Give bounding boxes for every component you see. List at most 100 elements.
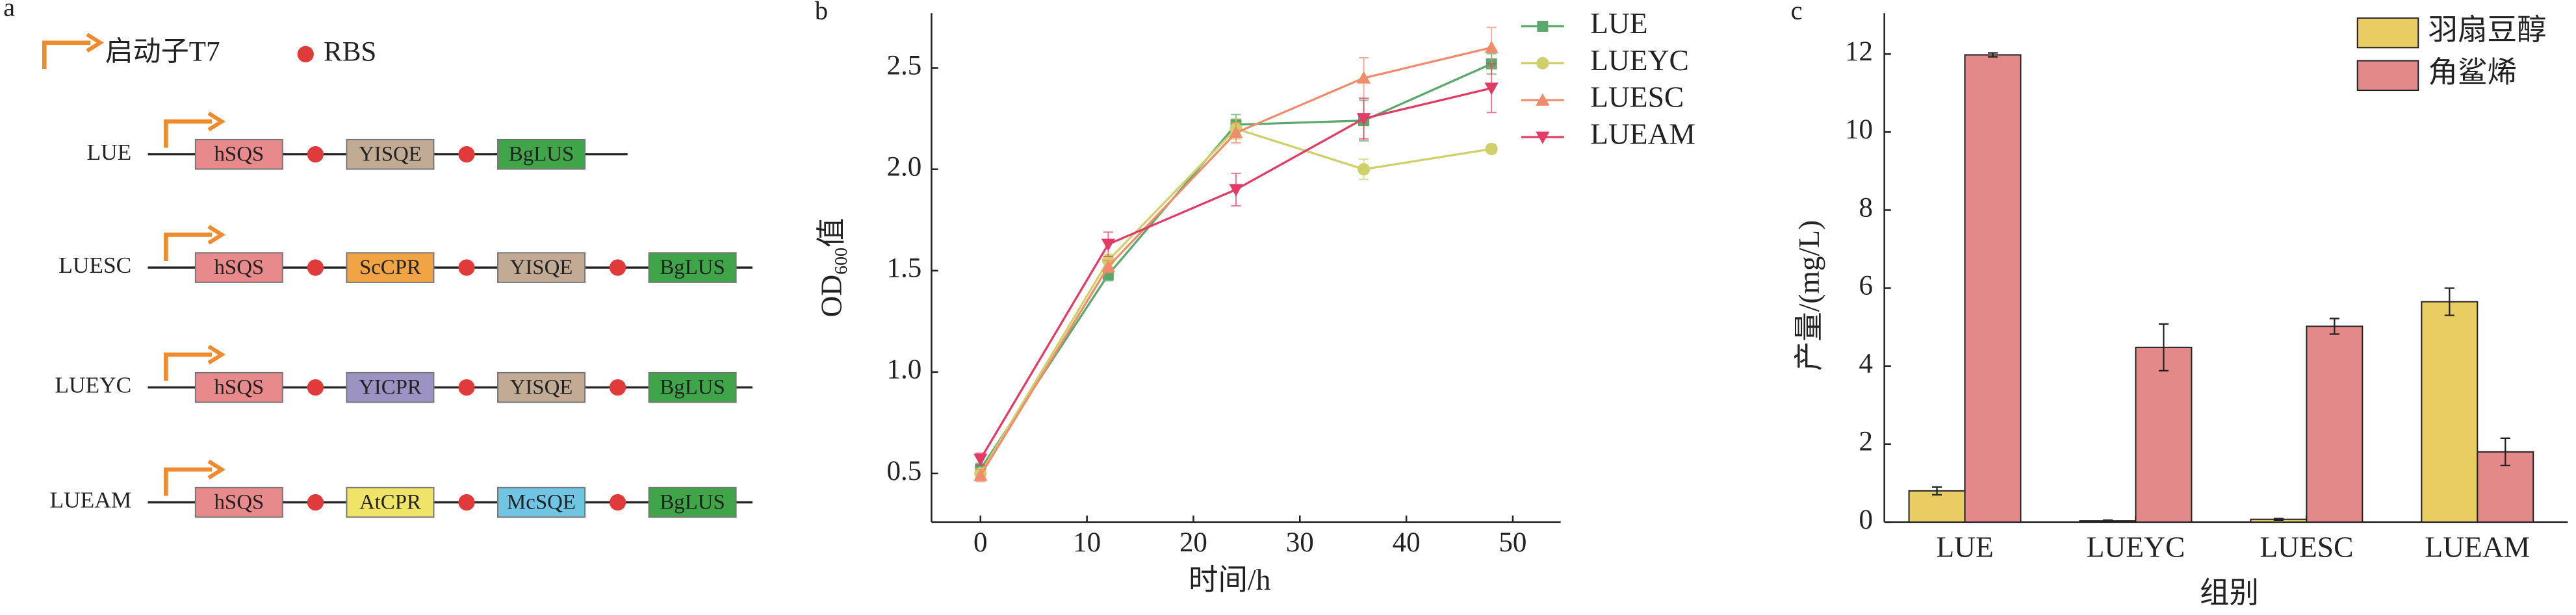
rbs-dot xyxy=(307,145,324,163)
gene-label: hSQS xyxy=(214,376,264,399)
gene-box xyxy=(194,371,283,403)
error-bar xyxy=(1987,52,1998,58)
gene-label: ScCPR xyxy=(359,256,421,279)
bar xyxy=(1964,54,2022,523)
data-point xyxy=(1485,142,1498,155)
bar xyxy=(2135,346,2193,523)
gene-box xyxy=(346,486,435,518)
legend-marker xyxy=(1536,131,1550,144)
promoter-arrow xyxy=(164,119,213,148)
x-tick-label: 10 xyxy=(1073,527,1101,558)
data-point xyxy=(973,468,988,481)
y-tick-label: 2.0 xyxy=(887,151,922,182)
y-axis-label: 产量/(mg/L) xyxy=(1792,220,1825,371)
legend-label: LUESC xyxy=(1590,81,1684,114)
y-tick-label: 8 xyxy=(1859,192,1872,223)
y-tick-label: 2 xyxy=(1859,427,1872,457)
gene-label: YISQE xyxy=(510,376,573,399)
bar xyxy=(2421,301,2479,523)
construct-name: LUEYC xyxy=(55,372,131,398)
y-axis-label-suffix: 值 xyxy=(815,218,848,248)
x-tick-label: 50 xyxy=(1499,527,1526,558)
legend-swatch xyxy=(2356,17,2419,49)
rbs-dot xyxy=(609,259,626,276)
legend-label: RBS xyxy=(324,36,376,67)
error-bar xyxy=(2102,519,2113,523)
rbs-dot xyxy=(458,145,475,163)
gene-label: McSQE xyxy=(507,491,576,514)
x-tick-label: LUE xyxy=(1936,530,1993,563)
gene-label: BgLUS xyxy=(660,256,725,279)
gene-box xyxy=(346,371,435,403)
gene-box xyxy=(497,486,586,518)
legend-label: LUE xyxy=(1590,6,1647,40)
y-tick-label: 12 xyxy=(1845,36,1873,67)
rbs-dot xyxy=(307,259,324,276)
error-bar xyxy=(2500,437,2510,466)
series-line xyxy=(979,87,1492,460)
rbs-dot xyxy=(609,494,626,511)
rbs-dot xyxy=(458,379,475,396)
error-bar xyxy=(2273,518,2284,521)
gene-box xyxy=(346,138,435,170)
y-axis-label-main: OD xyxy=(815,275,848,318)
y-tick-label: 10 xyxy=(1845,114,1873,145)
x-tick-label: LUEAM xyxy=(2425,530,2530,563)
legend-label: LUEAM xyxy=(1590,118,1695,151)
data-point xyxy=(1229,125,1243,138)
rbs-dot xyxy=(609,379,626,396)
bar xyxy=(1908,490,1966,523)
rbs-dot xyxy=(297,45,314,63)
data-point xyxy=(1356,71,1371,84)
legend-label: LUEYC xyxy=(1590,44,1689,77)
promoter-arrow xyxy=(164,232,213,261)
data-point xyxy=(1484,82,1499,95)
y-tick-label: 4 xyxy=(1859,349,1872,379)
y-axis-label-sub: 600 xyxy=(831,247,851,275)
gene-label: BgLUS xyxy=(660,491,725,514)
construct-name: LUE xyxy=(87,139,132,165)
legend-label: 羽扇豆醇 xyxy=(2428,13,2546,46)
gene-box xyxy=(648,371,737,403)
gene-label: BgLUS xyxy=(509,143,574,166)
data-point xyxy=(1229,184,1243,197)
legend-label: 启动子T7 xyxy=(105,36,220,67)
promoter-arrow xyxy=(164,467,213,496)
x-tick-label: 40 xyxy=(1393,527,1421,558)
panel-label: c xyxy=(1791,0,1803,25)
gene-box xyxy=(648,252,737,283)
data-point xyxy=(1101,259,1115,273)
panel-label: b xyxy=(815,0,828,25)
legend-swatch xyxy=(2356,60,2419,92)
rbs-dot xyxy=(458,494,475,511)
rbs-dot xyxy=(458,259,475,276)
error-bar xyxy=(2329,318,2339,335)
data-point xyxy=(973,453,988,466)
gene-box xyxy=(194,138,283,170)
panel-label: a xyxy=(3,0,15,21)
gene-label: AtCPR xyxy=(359,491,421,514)
gene-box xyxy=(497,252,586,283)
x-tick-label: 20 xyxy=(1179,527,1207,558)
rbs-dot xyxy=(307,494,324,511)
gene-box xyxy=(346,252,435,283)
legend-marker xyxy=(1536,93,1550,106)
gene-label: hSQS xyxy=(214,143,264,166)
gene-box xyxy=(497,371,586,403)
rbs-dot xyxy=(307,379,324,396)
error-bar xyxy=(2158,323,2169,372)
y-tick-label: 0 xyxy=(1859,505,1872,535)
y-tick-label: 1.0 xyxy=(887,355,922,385)
y-tick-label: 1.5 xyxy=(887,253,922,284)
y-tick-label: 6 xyxy=(1859,270,1872,301)
promoter-arrowhead xyxy=(207,344,226,365)
legend-label: 角鲨烯 xyxy=(2428,56,2517,89)
data-point xyxy=(1358,163,1371,176)
series-line xyxy=(979,46,1492,476)
gene-label: YISQE xyxy=(359,143,422,166)
promoter-arrowhead xyxy=(207,111,226,132)
construct-name: LUESC xyxy=(58,252,131,278)
x-tick-label: LUEYC xyxy=(2087,530,2185,563)
